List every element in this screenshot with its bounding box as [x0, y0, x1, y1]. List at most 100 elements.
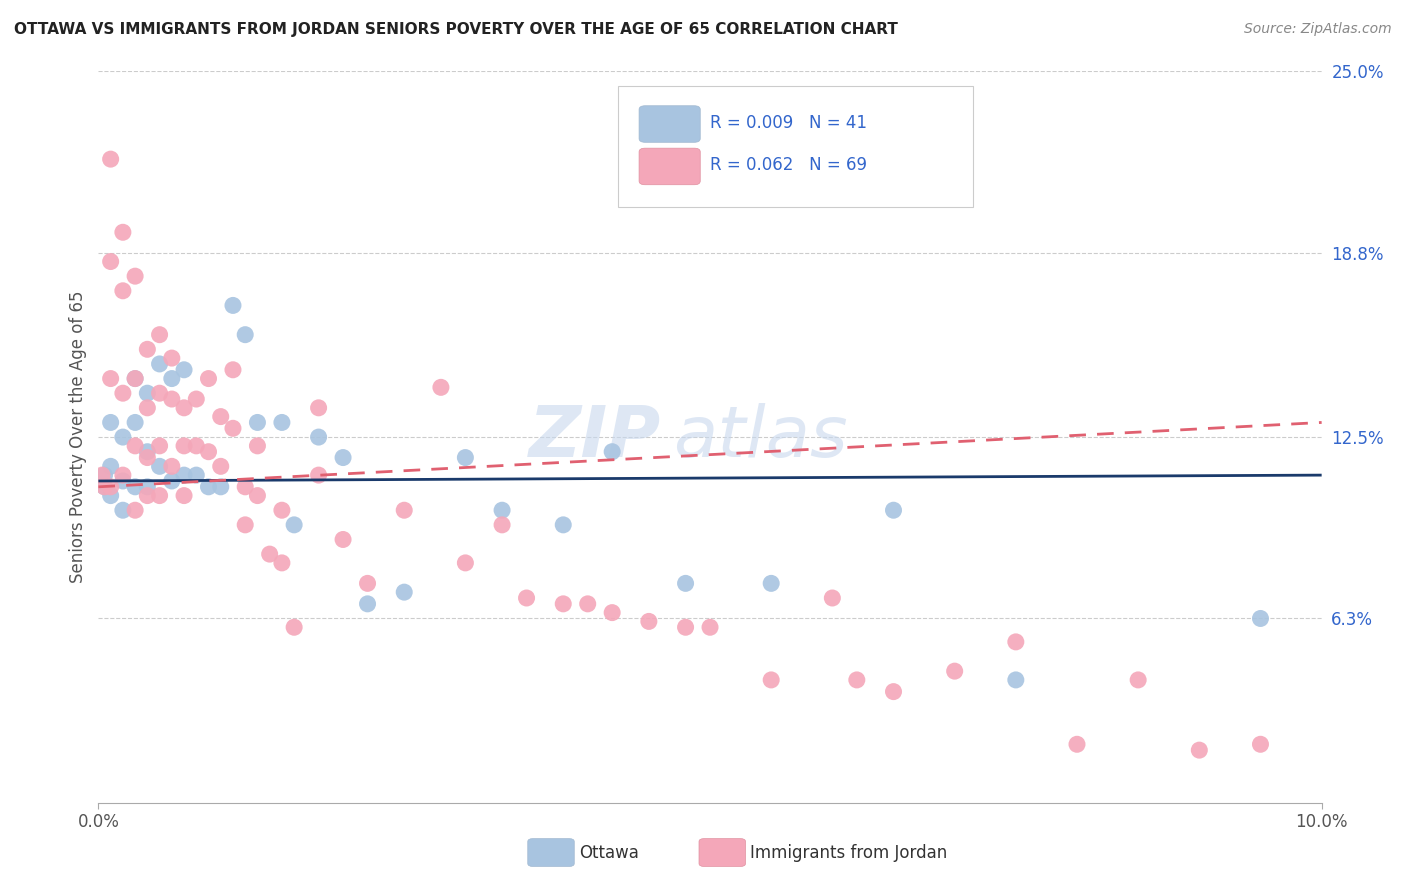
- Point: [1066, 737, 1088, 751]
- Point: [160, 371, 183, 385]
- Point: [675, 576, 697, 591]
- Point: [160, 392, 183, 406]
- Point: [149, 489, 172, 503]
- Point: [270, 556, 292, 570]
- Point: [675, 620, 697, 634]
- Point: [246, 439, 269, 453]
- Point: [93, 480, 115, 494]
- Point: [430, 380, 453, 394]
- Point: [173, 401, 195, 415]
- Point: [149, 459, 172, 474]
- Point: [124, 371, 146, 385]
- Point: [308, 401, 330, 415]
- Point: [283, 620, 305, 634]
- Point: [173, 468, 195, 483]
- Point: [111, 386, 134, 401]
- Point: [136, 386, 159, 401]
- Point: [149, 327, 172, 342]
- Point: [845, 673, 868, 687]
- Point: [1249, 737, 1271, 751]
- Point: [209, 480, 232, 494]
- Point: [136, 489, 159, 503]
- FancyBboxPatch shape: [640, 106, 700, 143]
- Point: [246, 489, 269, 503]
- Text: ZIP: ZIP: [529, 402, 661, 472]
- Text: Immigrants from Jordan: Immigrants from Jordan: [751, 844, 948, 862]
- Point: [149, 439, 172, 453]
- Point: [759, 673, 782, 687]
- Point: [491, 517, 513, 532]
- Point: [93, 480, 115, 494]
- FancyBboxPatch shape: [699, 838, 745, 866]
- Point: [576, 597, 599, 611]
- Point: [100, 416, 122, 430]
- Point: [160, 474, 183, 488]
- Point: [197, 444, 219, 458]
- Point: [197, 371, 219, 385]
- Point: [197, 480, 219, 494]
- Text: OTTAWA VS IMMIGRANTS FROM JORDAN SENIORS POVERTY OVER THE AGE OF 65 CORRELATION : OTTAWA VS IMMIGRANTS FROM JORDAN SENIORS…: [14, 22, 898, 37]
- Point: [454, 556, 477, 570]
- Point: [308, 468, 330, 483]
- Y-axis label: Seniors Poverty Over the Age of 65: Seniors Poverty Over the Age of 65: [69, 291, 87, 583]
- Point: [308, 430, 330, 444]
- Point: [759, 576, 782, 591]
- Point: [1188, 743, 1211, 757]
- Point: [160, 351, 183, 365]
- Point: [1249, 611, 1271, 625]
- Point: [883, 684, 905, 698]
- Point: [100, 480, 122, 494]
- Point: [233, 327, 256, 342]
- Point: [111, 225, 134, 239]
- Point: [233, 480, 256, 494]
- Point: [356, 597, 378, 611]
- FancyBboxPatch shape: [527, 838, 574, 866]
- Point: [111, 503, 134, 517]
- Point: [111, 474, 134, 488]
- Point: [124, 503, 146, 517]
- Point: [356, 576, 378, 591]
- Text: atlas: atlas: [673, 402, 848, 472]
- Point: [160, 459, 183, 474]
- Point: [1004, 635, 1026, 649]
- FancyBboxPatch shape: [619, 86, 973, 207]
- Text: Source: ZipAtlas.com: Source: ZipAtlas.com: [1244, 22, 1392, 37]
- Point: [173, 489, 195, 503]
- Point: [111, 468, 134, 483]
- Point: [553, 517, 575, 532]
- Point: [553, 597, 575, 611]
- Point: [943, 664, 966, 678]
- Point: [392, 503, 416, 517]
- Point: [821, 591, 844, 605]
- Point: [100, 489, 122, 503]
- FancyBboxPatch shape: [640, 148, 700, 185]
- Point: [124, 439, 146, 453]
- Point: [637, 615, 661, 629]
- Point: [186, 392, 208, 406]
- Point: [283, 517, 305, 532]
- Point: [136, 450, 159, 465]
- Point: [149, 386, 172, 401]
- Point: [270, 503, 292, 517]
- Point: [246, 416, 269, 430]
- Point: [173, 439, 195, 453]
- Point: [222, 421, 245, 435]
- Point: [259, 547, 281, 561]
- Point: [136, 480, 159, 494]
- Point: [332, 533, 354, 547]
- Point: [270, 416, 292, 430]
- Point: [392, 585, 416, 599]
- Point: [124, 371, 146, 385]
- Point: [93, 468, 115, 483]
- Point: [91, 468, 114, 483]
- Point: [222, 298, 245, 312]
- Point: [100, 459, 122, 474]
- Point: [186, 439, 208, 453]
- Point: [233, 517, 256, 532]
- Point: [100, 152, 122, 166]
- Point: [136, 444, 159, 458]
- Point: [100, 371, 122, 385]
- Point: [883, 503, 905, 517]
- Point: [222, 363, 245, 377]
- Text: Ottawa: Ottawa: [579, 844, 638, 862]
